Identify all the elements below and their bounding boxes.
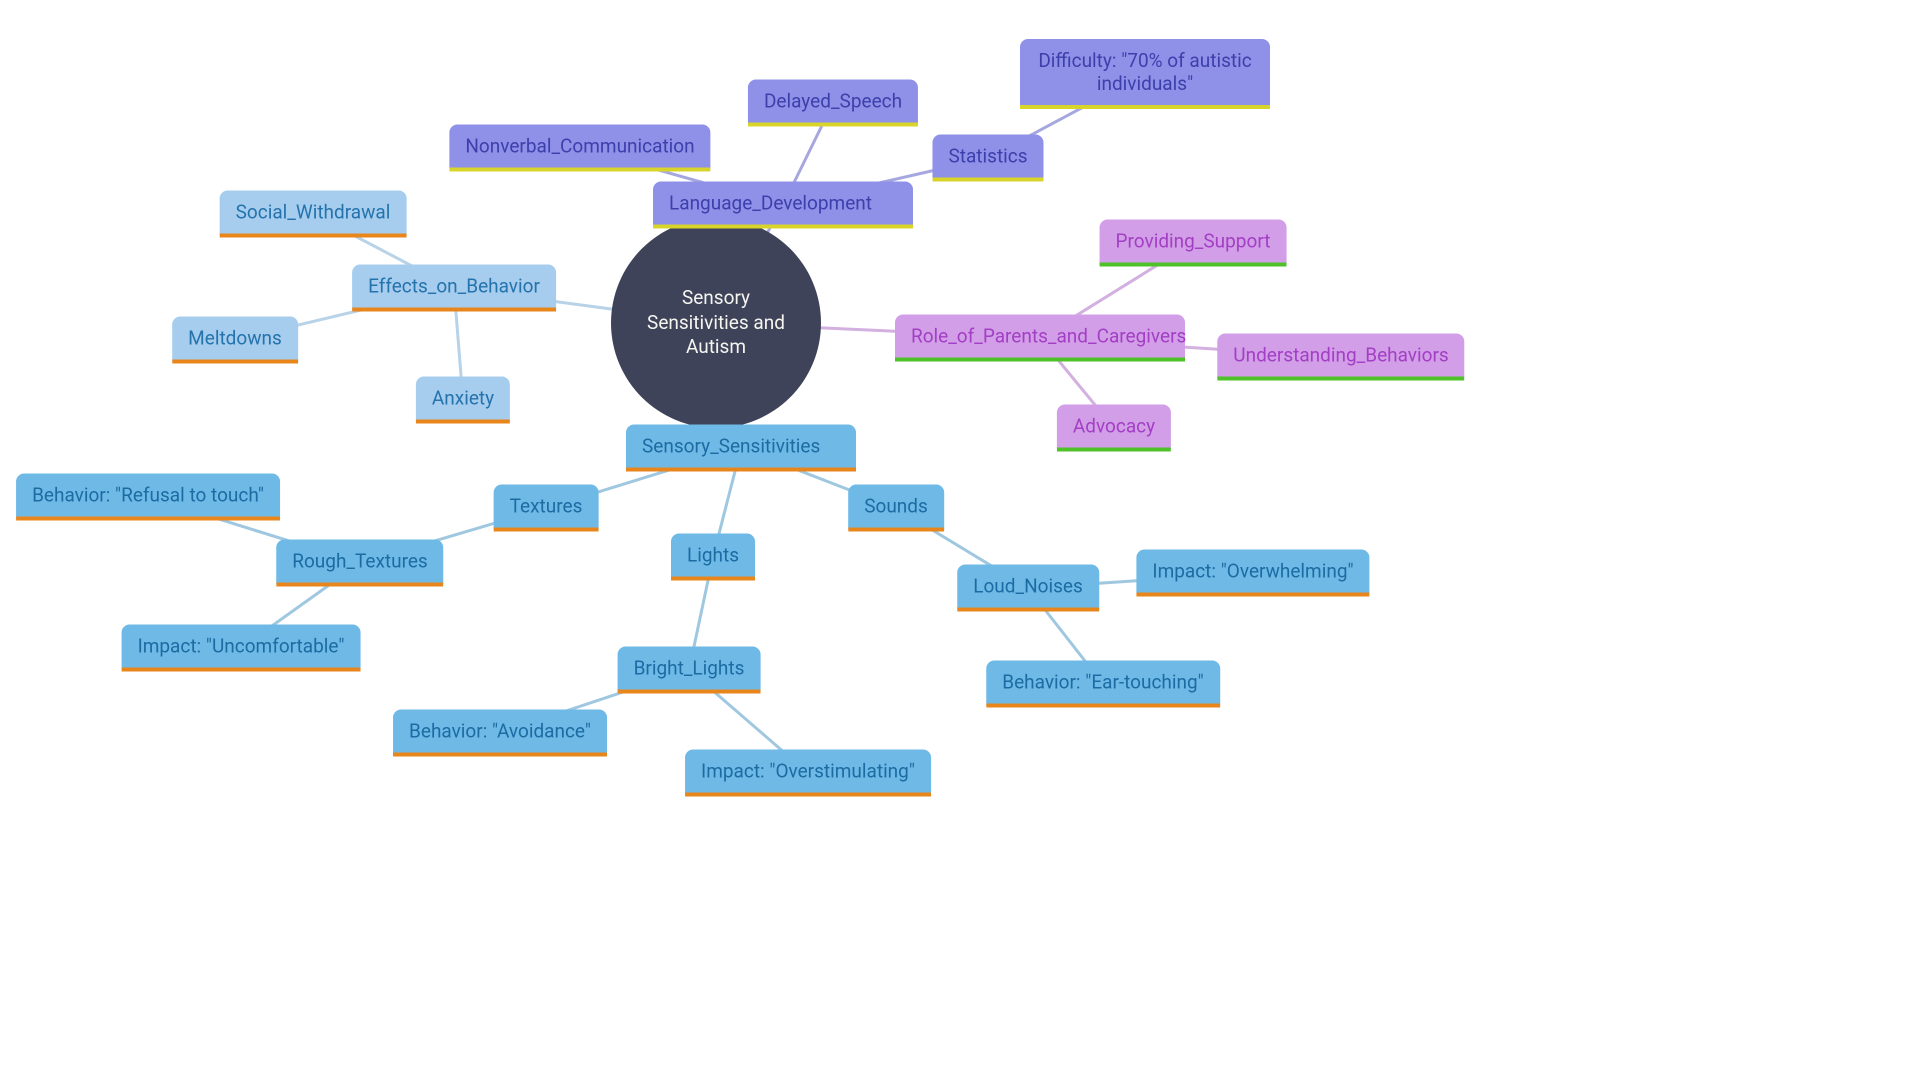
node-refusal: Behavior: "Refusal to touch" <box>16 474 280 521</box>
node-ear: Behavior: "Ear-touching" <box>986 661 1220 708</box>
node-difficulty: Difficulty: "70% of autistic individuals… <box>1020 39 1270 109</box>
center-node: Sensory Sensitivities and Autism <box>611 218 821 428</box>
node-anxiety: Anxiety <box>416 377 510 424</box>
node-overwhelm: Impact: "Overwhelming" <box>1136 550 1369 597</box>
node-withdraw: Social_Withdrawal <box>220 191 407 238</box>
node-advocacy: Advocacy <box>1057 405 1171 452</box>
node-overstim: Impact: "Overstimulating" <box>685 750 931 797</box>
node-stats: Statistics <box>932 135 1043 182</box>
node-lang: Language_Development <box>653 182 913 229</box>
node-support: Providing_Support <box>1100 220 1287 267</box>
node-textures: Textures <box>494 485 599 532</box>
node-effects: Effects_on_Behavior <box>352 265 556 312</box>
node-sounds: Sounds <box>848 485 944 532</box>
node-delayed: Delayed_Speech <box>748 80 918 127</box>
node-avoid: Behavior: "Avoidance" <box>393 710 607 757</box>
node-loud: Loud_Noises <box>957 565 1099 612</box>
node-meltdowns: Meltdowns <box>172 317 298 364</box>
node-sensory: Sensory_Sensitivities <box>626 425 856 472</box>
node-rough: Rough_Textures <box>276 540 443 587</box>
node-uncomf: Impact: "Uncomfortable" <box>122 625 361 672</box>
node-lights: Lights <box>671 534 755 581</box>
node-role: Role_of_Parents_and_Caregivers <box>895 315 1185 362</box>
node-bright: Bright_Lights <box>618 647 761 694</box>
node-nonverbal: Nonverbal_Communication <box>449 125 710 172</box>
node-understand: Understanding_Behaviors <box>1217 334 1464 381</box>
